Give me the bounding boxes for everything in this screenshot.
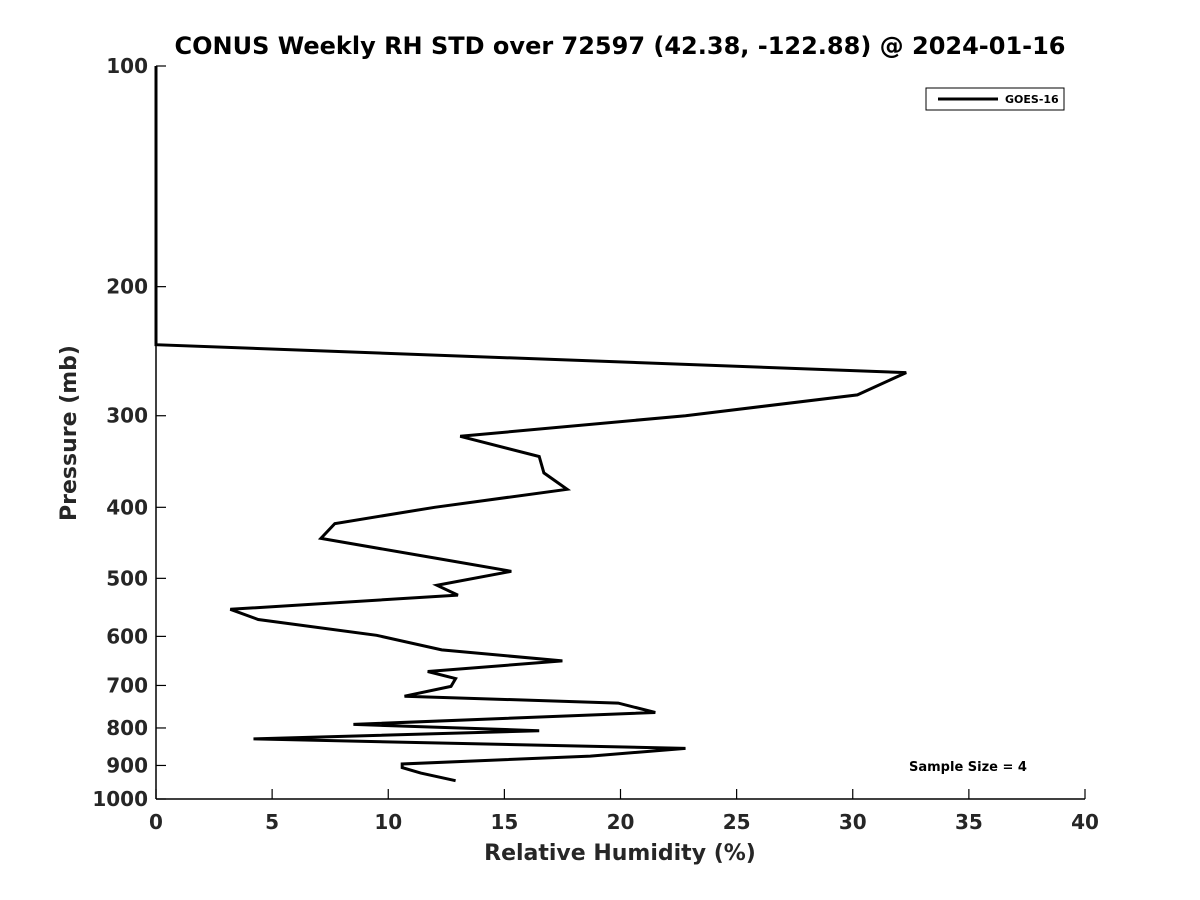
y-tick-label: 800: [106, 716, 148, 740]
x-tick-label: 40: [1071, 810, 1099, 834]
y-tick-label: 900: [106, 753, 148, 777]
y-axis-label: Pressure (mb): [57, 345, 82, 521]
x-tick-label: 15: [490, 810, 518, 834]
x-tick-label: 35: [955, 810, 983, 834]
chart-title: CONUS Weekly RH STD over 72597 (42.38, -…: [174, 32, 1065, 60]
y-tick-label: 300: [106, 404, 148, 428]
series-line-goes-16: [154, 66, 907, 783]
y-tick-label: 600: [106, 624, 148, 648]
x-tick-label: 20: [607, 810, 635, 834]
series-layer: [154, 66, 907, 783]
legend-label-goes-16: GOES-16: [1005, 93, 1059, 106]
y-tick-label: 700: [106, 673, 148, 697]
x-axis-ticks: 0 5 10 15 20 25 30 35 40: [149, 789, 1099, 834]
legend: GOES-16: [925, 87, 1065, 111]
y-tick-label: 1000: [92, 787, 148, 811]
y-axis-ticks: 100 200 300 400 500 600 700 800 900 1000: [92, 54, 166, 811]
x-tick-label: 0: [149, 810, 163, 834]
plot-area: 0 5 10 15 20 25 30 35 40 100 200 300 400 500 600 700 80…: [92, 54, 1099, 834]
sample-size-annotation: Sample Size = 4: [909, 760, 1027, 775]
x-tick-label: 10: [374, 810, 402, 834]
y-tick-label: 400: [106, 495, 148, 519]
x-tick-label: 5: [265, 810, 279, 834]
x-tick-label: 25: [723, 810, 751, 834]
y-tick-label: 200: [106, 275, 148, 299]
x-tick-label: 30: [839, 810, 867, 834]
y-tick-label: 500: [106, 566, 148, 590]
x-axis-label: Relative Humidity (%): [484, 841, 756, 866]
y-tick-label: 100: [106, 54, 148, 78]
